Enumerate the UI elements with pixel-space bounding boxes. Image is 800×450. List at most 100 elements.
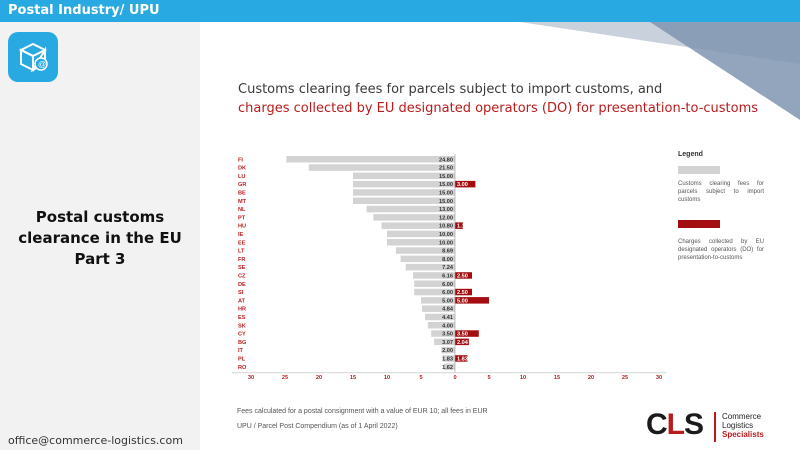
topbar-title: Postal Industry/ UPU (8, 3, 160, 18)
customs-fee-bar (353, 172, 455, 180)
section-title-line: Part 3 (74, 250, 126, 268)
do-charge-label: 1.83 (457, 357, 468, 363)
legend-label-do: Charges collected by EU designated opera… (678, 239, 764, 261)
x-tick-label: 25 (622, 375, 628, 381)
customs-fee-bar (405, 263, 455, 271)
country-label: RO (238, 365, 247, 371)
customs-fee-bar (414, 288, 455, 296)
country-label: BE (238, 191, 246, 197)
x-tick-label: 30 (248, 375, 254, 381)
x-tick-label: 15 (350, 375, 356, 381)
customs-fee-bar (441, 346, 455, 354)
country-label: DE (238, 282, 246, 288)
customs-fee-label: 6.00 (442, 282, 453, 288)
customs-fee-label: 12.00 (439, 215, 453, 221)
customs-fee-bar (421, 297, 455, 304)
do-charge-bar (455, 180, 476, 188)
customs-fee-bar (353, 189, 455, 196)
customs-fee-bar (381, 222, 455, 229)
customs-fee-bar (414, 280, 455, 287)
do-charge-label: 5.00 (457, 298, 468, 304)
do-charge-bar (455, 297, 489, 304)
legend-swatch-do (678, 220, 720, 228)
customs-fee-label: 8.00 (442, 257, 453, 263)
customs-fee-label: 7.24 (442, 265, 454, 271)
legend-swatch-customs (678, 166, 720, 174)
legend-title: Legend (678, 151, 703, 158)
logo-text: Commerce (722, 412, 762, 421)
do-charge-label: 2.50 (457, 290, 468, 296)
customs-fee-label: 15.00 (439, 182, 453, 188)
x-tick-label: 5 (419, 375, 422, 381)
x-tick-label: 5 (487, 375, 490, 381)
customs-fee-bar (353, 180, 455, 188)
x-tick-label: 0 (453, 375, 456, 381)
customs-fee-label: 15.00 (439, 174, 453, 180)
x-tick-label: 30 (656, 375, 662, 381)
country-label: LU (238, 174, 245, 180)
logo-text: Logistics (722, 421, 754, 430)
logo-letter: L (666, 408, 685, 441)
parcel-email-icon: @ (8, 32, 58, 82)
customs-fee-label: 2.00 (442, 348, 453, 354)
chart-title: Customs clearing fees for parcels subjec… (238, 82, 663, 97)
do-charge-bar (455, 330, 479, 337)
do-charge-bar (455, 338, 469, 346)
customs-fee-label: 13.00 (439, 207, 453, 213)
country-label: SI (238, 290, 244, 296)
svg-text:@: @ (38, 60, 46, 69)
x-tick-label: 10 (384, 375, 390, 381)
customs-fee-bar (353, 197, 455, 204)
customs-fee-label: 15.00 (439, 199, 453, 205)
do-charge-bar (455, 288, 472, 296)
country-label: HR (238, 307, 246, 313)
chart-subtitle: charges collected by EU designated opera… (238, 101, 759, 116)
do-charge-label: 1.16 (457, 224, 468, 230)
customs-fee-bar (373, 214, 455, 221)
country-label: FR (238, 257, 245, 263)
customs-fee-bar (387, 239, 455, 246)
section-title: Postal customs clearance in the EU Part … (10, 207, 190, 270)
customs-fee-label: 1.62 (442, 365, 453, 371)
customs-fee-label: 5.00 (442, 298, 453, 304)
country-label: GR (238, 182, 246, 188)
country-label: MT (238, 199, 247, 205)
customs-fee-bar (400, 255, 455, 263)
do-charge-bar (455, 222, 463, 229)
logo-letter: S (684, 408, 704, 441)
customs-fee-bar (443, 363, 455, 370)
footnote-fees: Fees calculated for a postal consignment… (237, 408, 488, 415)
country-label: NL (238, 207, 246, 213)
customs-fee-label: 15.00 (439, 191, 453, 197)
x-tick-label: 10 (520, 375, 526, 381)
x-tick-label: 25 (282, 375, 288, 381)
customs-fee-bar (434, 338, 455, 346)
customs-fee-label: 8.69 (442, 249, 453, 255)
customs-fee-bar (366, 205, 455, 213)
country-label: SK (238, 323, 246, 329)
email-address[interactable]: office@commerce-logistics.com (8, 434, 183, 447)
do-charge-bar (455, 355, 468, 362)
customs-fee-label: 4.00 (442, 323, 453, 329)
do-charge-bar (455, 272, 472, 279)
x-tick-label: 15 (554, 375, 560, 381)
customs-fee-bar (431, 330, 455, 337)
do-charge-label: 2.50 (457, 274, 468, 280)
logo-text: Specialists (722, 430, 764, 439)
customs-fee-label: 21.50 (439, 166, 453, 172)
logo-letter: C (646, 408, 668, 441)
customs-fee-label: 24.80 (439, 157, 453, 163)
customs-fee-bar (427, 322, 455, 329)
customs-fee-bar (286, 156, 455, 163)
customs-fee-label: 3.50 (442, 332, 453, 338)
do-charge-label: 2.04 (457, 340, 469, 346)
x-tick-label: 20 (316, 375, 322, 381)
country-label: IE (238, 232, 244, 238)
country-label: PT (238, 215, 246, 221)
cls-logo: CLS (646, 408, 704, 442)
customs-fee-label: 1.83 (442, 357, 453, 363)
do-charge-label: 3.00 (457, 182, 468, 188)
country-label: EE (238, 240, 246, 246)
customs-fee-label: 10.00 (439, 232, 453, 238)
